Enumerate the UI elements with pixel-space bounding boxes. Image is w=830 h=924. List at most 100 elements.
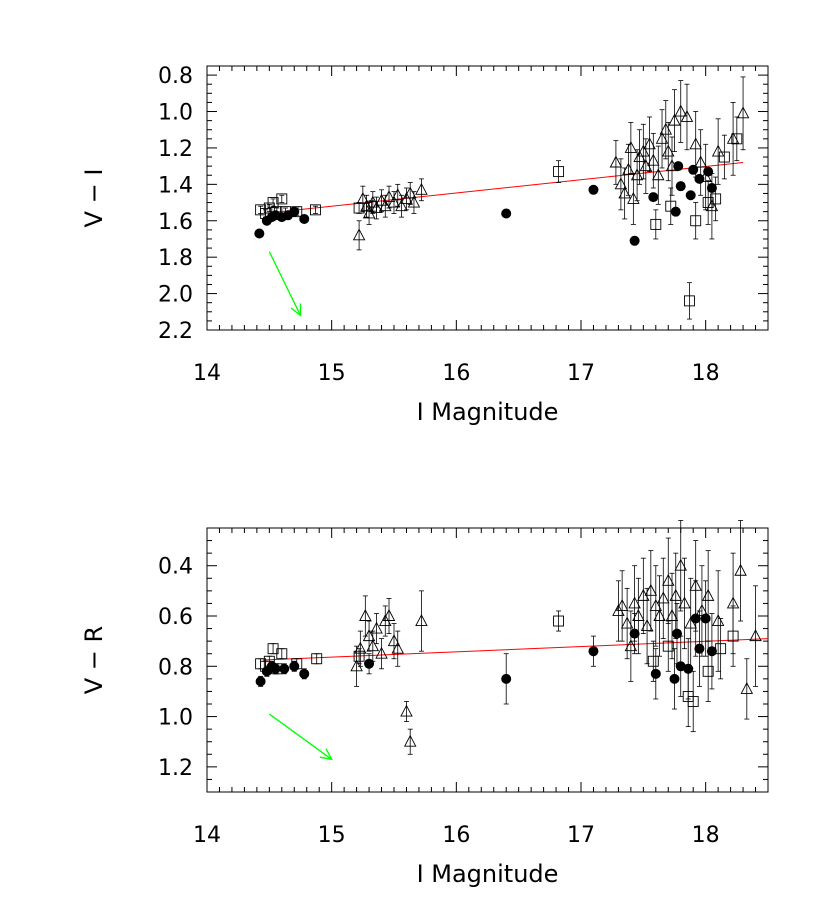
data-point-triangle xyxy=(699,170,712,183)
data-point-square xyxy=(702,665,714,677)
data-point-square xyxy=(710,193,722,205)
data-point-triangle xyxy=(684,616,697,629)
data-point-square xyxy=(263,655,275,667)
data-point-triangle xyxy=(391,641,404,654)
y-tick-label: 1.2 xyxy=(158,756,193,781)
y-tick-label: 2.0 xyxy=(158,283,193,308)
data-point-triangle xyxy=(674,104,687,117)
data-point-triangle xyxy=(395,199,408,212)
data-point-triangle xyxy=(644,583,658,596)
data-point-triangle xyxy=(387,634,401,647)
data-point-square xyxy=(665,200,677,212)
data-point-triangle xyxy=(362,629,376,642)
data-point-triangle xyxy=(689,578,702,591)
data-point-circle xyxy=(688,164,699,175)
data-point-triangle xyxy=(736,106,750,119)
data-point-square xyxy=(662,640,674,652)
x-axis-title: I Magnitude xyxy=(417,398,559,426)
data-point-square xyxy=(311,653,323,665)
data-point-square xyxy=(718,151,730,163)
data-point-triangle xyxy=(649,598,663,611)
data-point-triangle xyxy=(370,201,383,213)
reddening-arrow-head xyxy=(319,748,333,761)
data-point-triangle xyxy=(618,186,631,199)
data-point-triangle xyxy=(701,588,715,601)
x-tick-label: 18 xyxy=(692,823,720,848)
fit-line xyxy=(263,638,769,661)
data-point-square xyxy=(553,615,565,627)
data-point-circle xyxy=(648,192,659,203)
data-point-triangle xyxy=(415,182,428,195)
data-point-square xyxy=(291,206,303,218)
data-point-triangle xyxy=(662,573,675,586)
data-point-square xyxy=(271,206,283,218)
data-point-triangle xyxy=(640,619,654,632)
data-point-square xyxy=(715,643,727,655)
x-tick-label: 15 xyxy=(318,823,346,848)
x-tick-label: 16 xyxy=(442,361,470,386)
data-point-square xyxy=(553,166,565,178)
data-point-triangle xyxy=(403,186,417,199)
data-point-triangle xyxy=(366,195,380,208)
y-tick-label: 1.0 xyxy=(158,706,193,731)
data-point-triangle xyxy=(726,596,740,609)
data-point-circle xyxy=(650,668,661,679)
data-point-square xyxy=(280,206,291,218)
data-point-triangle xyxy=(643,137,656,150)
data-point-circle xyxy=(501,673,512,684)
data-point-triangle xyxy=(694,155,707,168)
data-point-square xyxy=(684,295,695,307)
data-point-circle xyxy=(254,228,265,239)
x-tick-label: 17 xyxy=(567,361,595,386)
data-point-circle xyxy=(669,673,680,684)
data-point-triangle xyxy=(391,188,404,201)
data-point-square xyxy=(353,650,365,662)
data-point-square xyxy=(276,648,288,660)
vi-panel: 14 15 16 17 18 0.8 1.0 1.2 1.4 1.6 1.8 2.0 2.2 I Magn… xyxy=(80,64,769,426)
x-tick-label: 15 xyxy=(318,361,346,386)
data-point-square xyxy=(267,197,279,209)
data-point-triangle xyxy=(647,153,660,166)
data-point-triangle xyxy=(366,639,380,652)
x-axis-title: I Magnitude xyxy=(417,860,559,888)
data-point-triangle xyxy=(662,144,675,157)
data-point-triangle xyxy=(415,614,428,626)
data-point-square xyxy=(276,193,288,205)
data-point-triangle xyxy=(655,131,669,144)
data-point-circle xyxy=(694,643,705,654)
data-point-triangle xyxy=(400,704,413,717)
data-point-circle xyxy=(685,190,696,201)
data-point-triangle xyxy=(352,228,366,241)
data-point-triangle xyxy=(379,199,392,212)
data-point-square xyxy=(690,215,702,227)
data-point-circle xyxy=(255,676,266,687)
data-point-triangle xyxy=(359,609,372,621)
reddening-arrow-head xyxy=(290,303,302,317)
data-point-circle xyxy=(670,206,681,217)
data-point-square xyxy=(271,663,283,675)
data-point-circle xyxy=(289,661,300,672)
data-point-triangle xyxy=(740,681,754,694)
data-point-triangle xyxy=(370,621,383,634)
data-point-triangle xyxy=(382,190,396,203)
data-point-circle xyxy=(501,208,512,219)
y-tick-label: 1.4 xyxy=(158,173,193,198)
data-point-triangle xyxy=(652,168,665,181)
data-point-triangle xyxy=(749,629,762,642)
data-point-triangle xyxy=(665,159,679,172)
x-tick-label: 18 xyxy=(692,361,720,386)
x-tick-label: 17 xyxy=(567,823,595,848)
data-point-triangle xyxy=(657,591,670,604)
data-point-triangle xyxy=(375,646,388,659)
y-axis-title: V − I xyxy=(80,169,108,228)
data-point-square xyxy=(647,655,659,667)
data-point-circle xyxy=(706,646,717,657)
data-point-triangle xyxy=(627,191,640,204)
data-point-triangle xyxy=(624,639,638,652)
data-point-square xyxy=(687,696,699,707)
data-point-triangle xyxy=(382,609,396,621)
y-tick-label: 1.6 xyxy=(158,210,193,235)
data-point-circle xyxy=(279,663,290,674)
data-point-triangle xyxy=(665,609,679,621)
